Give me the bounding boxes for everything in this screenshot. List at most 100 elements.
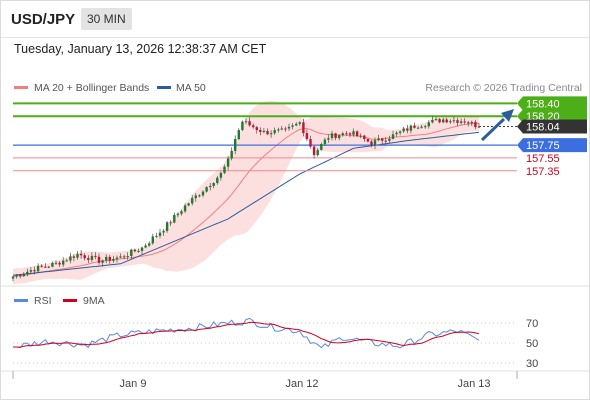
candle — [388, 135, 391, 144]
candle — [144, 243, 147, 249]
candle — [477, 123, 481, 129]
candle — [442, 117, 445, 124]
symbol-title: USD/JPY — [11, 11, 76, 28]
candle — [330, 130, 334, 141]
candle — [158, 229, 162, 239]
candle — [133, 248, 137, 253]
candle — [320, 142, 323, 151]
candle — [291, 123, 294, 130]
candle — [26, 268, 29, 277]
ma20-line — [12, 122, 480, 278]
candle — [298, 121, 301, 126]
rsi-ma-line — [13, 321, 480, 348]
candle — [194, 193, 197, 202]
candle — [29, 267, 33, 274]
candle — [87, 255, 90, 264]
level-label: 158.04 — [526, 122, 560, 134]
candle — [352, 128, 355, 137]
candle — [334, 132, 337, 141]
candle — [427, 120, 430, 129]
candle — [413, 122, 416, 129]
candle — [452, 116, 456, 124]
candle — [137, 248, 140, 253]
candle — [216, 176, 219, 185]
candle — [280, 126, 283, 131]
candle — [420, 125, 423, 129]
rsi-grid: 70 50 30 — [13, 318, 538, 370]
timeframe-badge[interactable]: 30 MIN — [81, 8, 132, 30]
level-pivot: 157.75 — [13, 138, 587, 153]
candle — [94, 252, 97, 260]
candle — [467, 120, 470, 127]
candle — [287, 123, 291, 131]
candle — [302, 118, 305, 137]
candle — [97, 253, 101, 265]
candle — [449, 119, 452, 124]
candle — [226, 155, 230, 171]
candle — [165, 221, 169, 233]
candle — [119, 253, 122, 259]
candle — [284, 126, 287, 132]
candle — [406, 124, 409, 134]
candle — [327, 134, 330, 143]
ma50-legend-swatch — [157, 86, 171, 89]
level-last_price: 158.04 — [479, 119, 587, 134]
candle — [244, 118, 248, 125]
candle — [212, 182, 215, 189]
candle — [83, 253, 86, 261]
level-label: 158.40 — [526, 98, 560, 110]
rsi-line — [13, 317, 480, 349]
candle — [51, 261, 54, 268]
candle — [309, 135, 312, 149]
candle — [381, 137, 384, 144]
candle — [140, 246, 144, 255]
candle — [434, 117, 438, 121]
trend-arrow — [480, 109, 514, 142]
candle — [338, 134, 341, 141]
candle — [277, 127, 280, 133]
candle — [173, 212, 176, 224]
candle — [363, 134, 366, 142]
candle — [115, 255, 119, 263]
candle — [40, 264, 43, 268]
candle — [183, 203, 187, 213]
candle — [459, 118, 463, 125]
candles — [11, 116, 481, 282]
candle — [219, 171, 223, 181]
candle — [11, 276, 15, 282]
candle — [355, 130, 359, 137]
candle — [101, 259, 104, 267]
candle — [341, 131, 344, 137]
candle — [191, 195, 194, 206]
rsi-tick-label: 30 — [526, 358, 538, 370]
candle — [470, 120, 473, 126]
candle — [36, 263, 40, 273]
candle — [248, 117, 251, 127]
candle — [262, 128, 266, 134]
candle — [316, 148, 319, 157]
ma50-legend-label: MA 50 — [176, 82, 206, 94]
candle — [122, 254, 126, 260]
candle — [438, 118, 441, 124]
chart-header: USD/JPY 30 MIN — [1, 1, 589, 38]
time-axis: Jan 9 Jan 12 Jan 13 — [12, 371, 518, 390]
candle — [402, 126, 405, 133]
level-label: 157.75 — [526, 140, 560, 152]
candle — [230, 147, 233, 161]
ma20-legend-swatch — [14, 86, 28, 89]
level-label: 157.55 — [526, 153, 560, 165]
ma20-legend-label: MA 20 + Bollinger Bands — [34, 82, 149, 94]
candle — [234, 135, 237, 155]
time-tick-label: Jan 9 — [120, 378, 147, 390]
candle — [312, 145, 316, 159]
candle — [359, 133, 362, 139]
candle — [126, 252, 129, 260]
candle — [445, 117, 448, 124]
candle — [162, 229, 165, 236]
candle — [463, 118, 466, 125]
candle — [205, 186, 208, 193]
candle — [456, 117, 459, 127]
ma50-line — [12, 131, 480, 276]
